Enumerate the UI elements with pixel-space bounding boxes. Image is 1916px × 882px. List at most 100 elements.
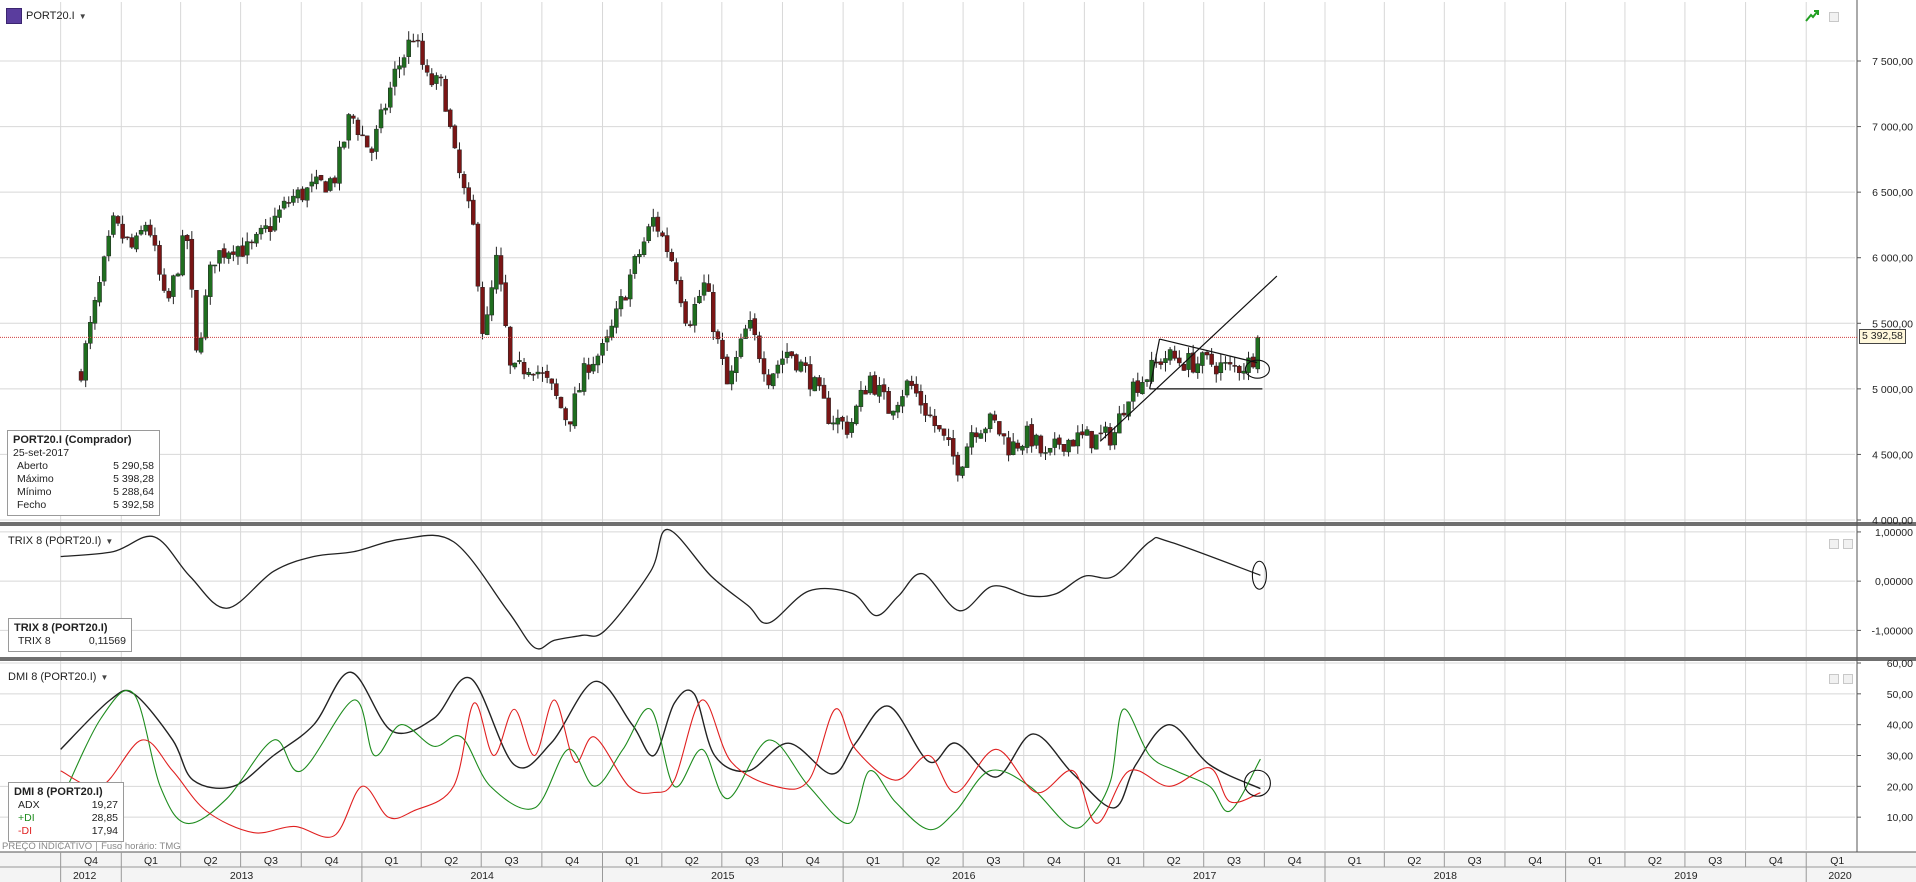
candle-body [738, 338, 744, 357]
candle-body [877, 385, 882, 397]
candle-body [83, 343, 88, 381]
candle-body [840, 416, 845, 422]
candle-body [955, 454, 961, 476]
candle-body [890, 410, 896, 416]
candle-body [378, 109, 384, 129]
candle-body [447, 109, 453, 127]
chevron-down-icon[interactable]: ▼ [100, 672, 109, 682]
candle-body [803, 362, 808, 366]
candle-body [651, 217, 656, 227]
candle-body [120, 223, 125, 239]
candle-body [867, 375, 873, 394]
candle-body [526, 372, 531, 375]
candle-body [124, 236, 130, 239]
candle-body [918, 391, 924, 406]
candle-body [175, 273, 181, 277]
candle-body [475, 223, 481, 287]
trend-arrow-icon[interactable] [1805, 10, 1819, 22]
pane-maximize-icon[interactable] [1829, 539, 1839, 549]
candle-body [161, 274, 167, 291]
trix-circle-mark [1251, 560, 1267, 590]
pane-separator [0, 522, 1916, 526]
candle-body [152, 235, 158, 246]
candle-body [1001, 433, 1007, 437]
candle-body [1024, 425, 1030, 448]
dmi-pane-selector[interactable]: DMI 8 (PORT20.I) ▼ [8, 671, 108, 683]
candle-body [678, 280, 684, 304]
candle-body [198, 337, 204, 353]
candle-body [863, 390, 868, 395]
candle-body [600, 343, 605, 356]
candle-body [212, 264, 218, 267]
dmi-info-box: DMI 8 (PORT20.I) ADX 19,27 +DI 28,85 -DI 17… [8, 782, 124, 842]
candle-body [180, 235, 185, 276]
trix-pane-selector[interactable]: TRIX 8 (PORT20.I) ▼ [8, 535, 113, 547]
chevron-down-icon[interactable]: ▼ [78, 11, 87, 21]
candle-body [203, 295, 208, 339]
candle-body [291, 195, 296, 203]
candle-body [309, 181, 315, 187]
x-quarter-label: Q2 [444, 855, 458, 867]
candle-body [263, 225, 268, 230]
x-year-label: 2018 [1434, 870, 1458, 882]
candle-body [761, 358, 767, 375]
pane-maximize-icon[interactable] [1829, 674, 1839, 684]
pane-close-icon[interactable] [1843, 674, 1853, 684]
candle-body [1163, 358, 1168, 363]
adx-line [60, 671, 1261, 809]
candle-body [138, 230, 144, 235]
candle-body [1140, 382, 1145, 395]
candle-body [914, 383, 919, 394]
candle-body [1052, 438, 1057, 448]
candle-body [900, 396, 905, 407]
candle-body [946, 437, 951, 441]
candle-body [424, 65, 430, 73]
x-quarter-label: Q2 [1407, 855, 1421, 867]
x-quarter-label: Q2 [685, 855, 699, 867]
x-quarter-label: Q4 [1769, 855, 1783, 867]
candle-body [1121, 412, 1127, 416]
candle-body [148, 224, 153, 236]
trix-info-row: TRIX 8 0,11569 [18, 635, 126, 647]
candle-body [1237, 365, 1242, 374]
instrument-icon [6, 8, 22, 24]
chevron-down-icon[interactable]: ▼ [105, 536, 114, 546]
pane-close-icon[interactable] [1843, 539, 1853, 549]
candle-body [484, 314, 490, 335]
x-year-label: 2017 [1193, 870, 1217, 882]
candle-body [581, 363, 587, 392]
candle-body [272, 215, 278, 231]
candle-body [512, 362, 518, 368]
footer-indicative-price: PREÇO INDICATIVO [2, 841, 93, 852]
candle-body [950, 438, 956, 457]
symbol-selector[interactable]: PORT20.I ▼ [6, 8, 87, 24]
y-tick-label: 0,00000 [1875, 576, 1913, 588]
candle-body [249, 241, 255, 244]
candle-body [549, 378, 555, 384]
candle-body [591, 363, 596, 372]
x-quarter-label: Q2 [1648, 855, 1662, 867]
candle-body [337, 146, 342, 184]
candle-body [498, 255, 504, 285]
candle-body [221, 248, 227, 258]
candle-body [1126, 401, 1131, 417]
candle-body [466, 187, 471, 202]
candle-body [701, 282, 707, 296]
candle-body [784, 351, 790, 358]
candle-body [286, 202, 291, 204]
y-tick-label: -1,00000 [1872, 625, 1914, 637]
x-year-label: 2015 [711, 870, 735, 882]
candle-body [752, 318, 758, 336]
candle-body [374, 128, 379, 152]
x-quarter-label: Q1 [1830, 855, 1844, 867]
y-tick-label: 10,00 [1887, 812, 1913, 824]
x-year-label: 2013 [230, 870, 254, 882]
candle-body [895, 404, 901, 413]
x-quarter-label: Q1 [866, 855, 880, 867]
pane-maximize-icon[interactable] [1829, 12, 1839, 22]
candle-body [1232, 365, 1237, 367]
price-info-row: Aberto 5 290,58 [17, 460, 154, 472]
trix-info-box: TRIX 8 (PORT20.I) TRIX 8 0,11569 [8, 618, 132, 652]
candle-body [1034, 434, 1039, 446]
